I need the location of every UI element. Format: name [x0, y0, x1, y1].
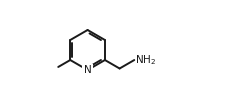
Text: NH$_2$: NH$_2$	[135, 53, 157, 67]
Text: N: N	[84, 65, 91, 75]
